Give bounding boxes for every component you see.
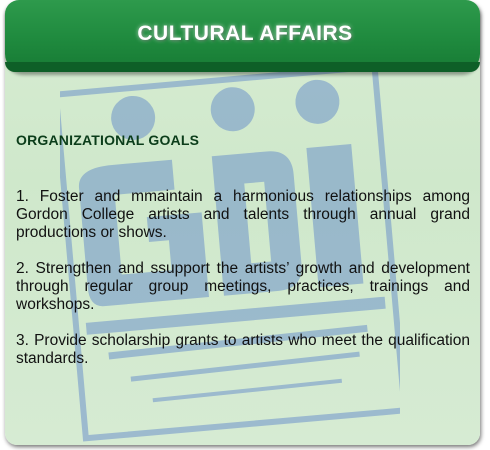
goals-section: ORGANIZATIONAL GOALS 1. Foster and mmain… xyxy=(16,132,470,386)
goal-item-3: 3. Provide scholarship grants to artists… xyxy=(16,332,470,367)
header-banner xyxy=(5,0,480,72)
page-title: CULTURAL AFFAIRS xyxy=(137,22,353,45)
goal-item-1: 1. Foster and mmaintain a harmonious rel… xyxy=(16,188,470,241)
goal-item-2: 2. Strengthen and ssupport the artists’ … xyxy=(16,260,470,313)
content-card xyxy=(5,2,480,445)
logo-watermark-icon xyxy=(60,63,400,442)
section-heading: ORGANIZATIONAL GOALS xyxy=(16,132,200,148)
